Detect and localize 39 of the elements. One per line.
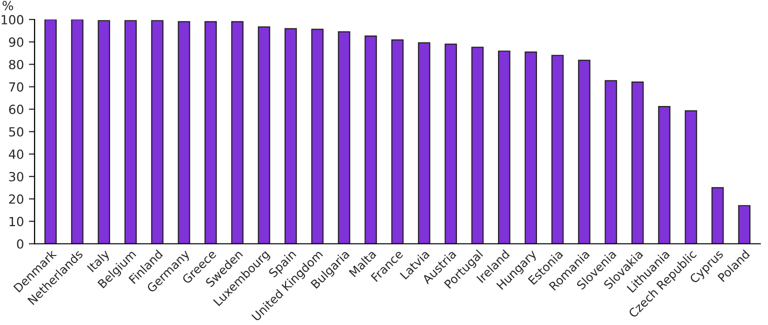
- y-tick-label: 60: [9, 104, 24, 114]
- bar: [471, 46, 484, 244]
- bar: [391, 39, 404, 244]
- bar: [711, 187, 724, 244]
- bar: [524, 51, 538, 244]
- y-tick-label: 100: [2, 14, 24, 24]
- bar: [151, 20, 164, 244]
- bar: [604, 80, 618, 244]
- bar: [658, 106, 670, 244]
- bar: [418, 42, 430, 244]
- y-axis-title: %: [2, 0, 14, 10]
- y-tick-label: 30: [9, 172, 24, 182]
- bar: [364, 36, 377, 244]
- bar: [684, 110, 698, 244]
- y-tick-label: 40: [8, 150, 24, 159]
- bar: [178, 21, 190, 244]
- y-tick-label: 80: [9, 60, 24, 70]
- bar: [338, 31, 350, 244]
- bar: [311, 28, 324, 244]
- y-tick-label: 10: [10, 216, 24, 226]
- y-tick-label: 50: [9, 127, 24, 137]
- bar: [551, 54, 564, 244]
- bar: [738, 205, 750, 244]
- y-tick-label: 0: [17, 239, 24, 249]
- bar: [44, 20, 57, 244]
- y-tick-label: 90: [9, 37, 24, 47]
- y-tick-label: 70: [9, 82, 24, 92]
- bar: [444, 44, 457, 244]
- bar: [204, 21, 217, 244]
- bar: [284, 28, 297, 244]
- y-tick-label: 20: [9, 194, 24, 204]
- bar: [631, 82, 644, 244]
- bar: [124, 20, 137, 244]
- bar: [98, 20, 110, 244]
- bar: [498, 50, 510, 244]
- bar: [71, 20, 84, 244]
- bar: [231, 21, 244, 244]
- bar: [258, 26, 270, 244]
- bar: [578, 60, 590, 244]
